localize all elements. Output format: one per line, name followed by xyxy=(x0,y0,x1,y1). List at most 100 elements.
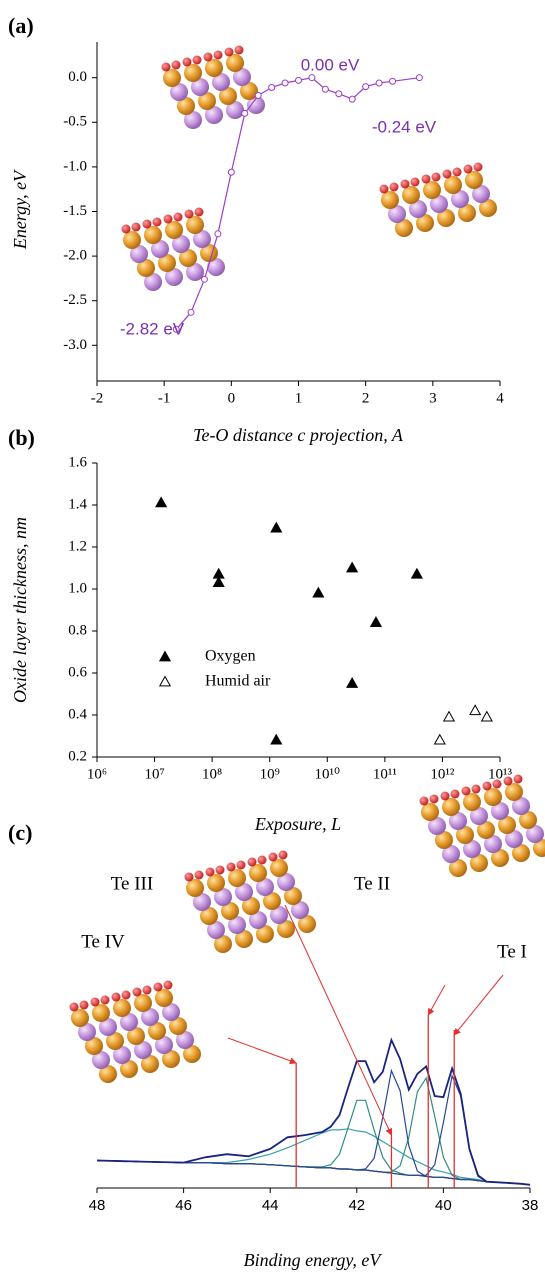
data-point xyxy=(295,76,302,84)
oxygen-atom xyxy=(268,852,278,862)
x-tick-label: 40 xyxy=(435,1197,452,1214)
atom xyxy=(256,925,274,943)
atom xyxy=(505,830,523,848)
atom xyxy=(277,920,295,938)
oxygen-atom xyxy=(513,774,523,784)
y-tick-label: 1.6 xyxy=(68,454,87,470)
atom xyxy=(472,185,490,203)
data-point xyxy=(212,576,225,588)
atom xyxy=(256,878,274,896)
data-point xyxy=(375,79,383,87)
atom xyxy=(456,826,474,844)
legend-label: Oxygen xyxy=(205,648,256,665)
x-tick-label: 10¹⁰ xyxy=(315,766,341,782)
atom xyxy=(92,1004,110,1022)
oxygen-atom xyxy=(194,207,204,217)
series-line xyxy=(96,1073,531,1186)
atom xyxy=(442,798,460,816)
atom xyxy=(170,83,188,101)
oxygen-atom xyxy=(161,62,171,72)
atom xyxy=(505,783,523,801)
atom xyxy=(113,999,131,1017)
y-tick-label: 1.0 xyxy=(68,580,87,596)
oxygen-atom xyxy=(419,796,429,806)
atom xyxy=(491,802,509,820)
oxygen-atom xyxy=(400,179,410,189)
oxygen-atom xyxy=(79,1000,89,1010)
oxygen-atom xyxy=(471,784,481,794)
atom xyxy=(228,916,246,934)
atom xyxy=(186,263,204,281)
atom xyxy=(463,840,481,858)
data-point xyxy=(442,710,456,722)
oxygen-atom xyxy=(234,45,244,55)
atom xyxy=(423,181,441,199)
atom xyxy=(120,1060,138,1078)
panel-label: (b) xyxy=(8,425,35,450)
atom xyxy=(526,825,544,843)
atom xyxy=(270,859,288,877)
oxygen-atom xyxy=(205,867,215,877)
data-point xyxy=(321,85,329,93)
x-tick-label: 10¹² xyxy=(430,766,454,782)
oxygen-atom xyxy=(163,214,173,224)
atom xyxy=(151,240,169,258)
oxygen-atom xyxy=(461,786,471,796)
series-line xyxy=(96,1159,531,1186)
atom xyxy=(428,817,446,835)
oxygen-atom xyxy=(184,209,194,219)
oxygen-atom xyxy=(171,60,181,70)
atom xyxy=(205,106,223,124)
atom xyxy=(484,788,502,806)
atom xyxy=(193,893,211,911)
oxygen-atom xyxy=(131,222,141,232)
atom xyxy=(533,839,545,857)
atom xyxy=(144,273,162,291)
atom xyxy=(381,191,399,209)
oxygen-atom xyxy=(463,164,473,174)
x-tick-label: 46 xyxy=(175,1197,192,1214)
atom xyxy=(169,1017,187,1035)
atom xyxy=(388,205,406,223)
oxygen-atom xyxy=(121,224,131,234)
oxygen-atom xyxy=(452,167,462,177)
oxygen-atom xyxy=(431,172,441,182)
oxygen-atom xyxy=(224,47,234,57)
atom xyxy=(442,845,460,863)
data-point xyxy=(214,230,222,238)
atom xyxy=(214,888,232,906)
atom xyxy=(99,1018,117,1036)
atom xyxy=(221,902,239,920)
data-point xyxy=(312,586,325,598)
data-point xyxy=(227,168,235,176)
atom xyxy=(451,190,469,208)
peak-label: Te III xyxy=(111,873,153,894)
atom xyxy=(437,209,455,227)
atom xyxy=(144,226,162,244)
data-point xyxy=(480,710,493,722)
panel-label: (c) xyxy=(8,820,32,845)
oxygen-atom xyxy=(226,862,236,872)
oxygen-atom xyxy=(257,855,267,865)
data-point xyxy=(415,74,423,82)
data-point xyxy=(369,616,383,627)
annotation: 0.00 eV xyxy=(301,55,360,74)
arrow xyxy=(227,1037,297,1065)
peak-label: Te II xyxy=(354,873,390,894)
atom xyxy=(184,111,202,129)
data-point xyxy=(335,90,343,98)
atom xyxy=(465,171,483,189)
y-tick-label: -2.5 xyxy=(63,292,87,308)
atom xyxy=(247,96,265,114)
legend-symbol xyxy=(158,650,172,662)
y-axis-title: Oxide layer thickness, nm xyxy=(10,517,30,703)
atom xyxy=(214,935,232,953)
y-tick-label: 0.6 xyxy=(68,664,87,680)
atom xyxy=(207,258,225,276)
atom xyxy=(240,82,258,100)
data-point xyxy=(155,496,168,508)
atom xyxy=(242,897,260,915)
data-point xyxy=(410,567,423,579)
atom xyxy=(193,230,211,248)
oxygen-atom xyxy=(215,865,225,875)
